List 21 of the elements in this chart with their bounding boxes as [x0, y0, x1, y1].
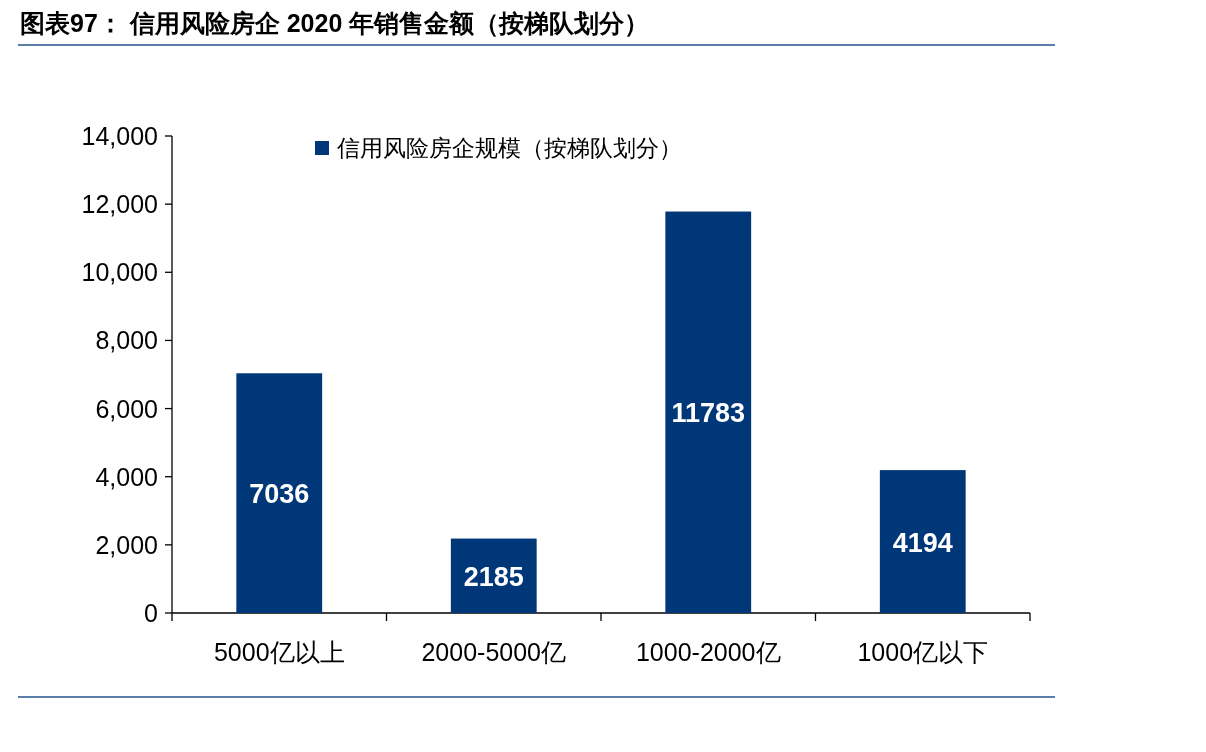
x-tick-label: 1000-2000亿 [635, 638, 781, 666]
y-tick-label: 6,000 [95, 394, 158, 423]
legend-label: 信用风险房企规模（按梯队划分） [337, 135, 682, 161]
data-label: 2185 [463, 561, 524, 592]
bar [665, 211, 752, 613]
y-tick-label: 12,000 [81, 190, 158, 219]
x-tick-label: 5000亿以上 [213, 638, 345, 666]
data-label: 7036 [249, 479, 310, 510]
data-label: 11783 [671, 398, 746, 429]
chart-title: 图表97： 信用风险房企 2020 年销售金额（按梯队划分） [20, 9, 650, 37]
x-tick-label: 2000-5000亿 [421, 638, 567, 666]
data-label: 4194 [892, 527, 953, 558]
bar [236, 373, 323, 613]
y-tick-label: 4,000 [95, 462, 158, 491]
y-tick-label: 14,000 [81, 122, 158, 150]
y-tick-label: 10,000 [81, 258, 158, 287]
y-tick-label: 8,000 [95, 326, 158, 355]
y-tick-label: 0 [144, 599, 158, 627]
x-tick-label: 1000亿以下 [857, 638, 989, 666]
y-tick-label: 2,000 [95, 530, 158, 559]
bar [879, 470, 966, 613]
